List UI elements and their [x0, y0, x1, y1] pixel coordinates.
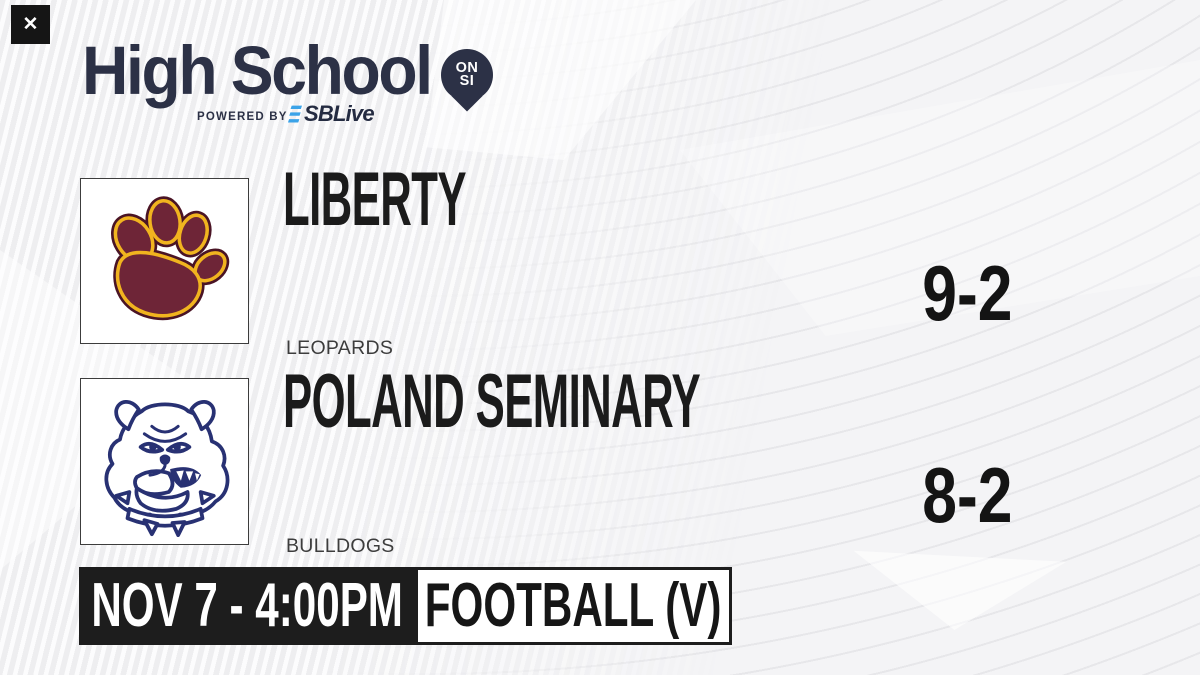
team-record-value: 9-2	[922, 249, 1013, 337]
pin-text-on: ON	[455, 59, 479, 76]
event-sport-box: FOOTBALL (V)	[415, 567, 732, 645]
team-mascot: BULLDOGS	[286, 535, 395, 557]
team-name: POLAND SEMINARY	[283, 359, 701, 444]
team-record: 8-2	[845, 456, 1090, 534]
pin-text-si: SI	[459, 73, 475, 89]
sblive-mark-icon	[287, 105, 302, 123]
team-record-value: 8-2	[922, 451, 1013, 539]
team-record: 9-2	[845, 254, 1090, 332]
team-name: LIBERTY	[283, 157, 466, 242]
brand-title: High School	[82, 32, 433, 109]
team-logo-box	[80, 178, 249, 344]
bulldog-icon	[104, 399, 229, 537]
team-mascot: LEOPARDS	[286, 337, 394, 359]
onsi-pin-icon: ON SI	[441, 49, 493, 115]
close-button[interactable]: ✕	[11, 5, 50, 44]
sblive-wordmark: SBLive	[304, 101, 375, 126]
powered-by-label: POWERED BY	[197, 111, 288, 123]
event-datetime-bar: NOV 7 - 4:00PM	[79, 567, 415, 645]
event-sport: FOOTBALL (V)	[425, 571, 722, 640]
event-datetime: NOV 7 - 4:00PM	[91, 571, 403, 640]
close-icon: ✕	[22, 14, 39, 35]
pin-circle: ON SI	[441, 49, 493, 101]
sblive-logo: SBLive	[287, 101, 375, 126]
leopard-paw-icon	[110, 195, 229, 320]
team-logo-box	[80, 378, 249, 545]
